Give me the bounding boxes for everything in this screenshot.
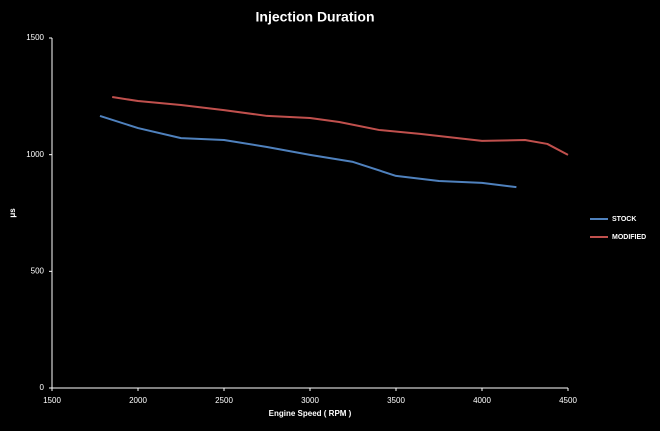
y-tick-label: 0 (40, 383, 45, 392)
x-tick-label: 1500 (43, 396, 61, 405)
x-tick-label: 4000 (473, 396, 491, 405)
x-tick-label: 3500 (387, 396, 405, 405)
series-line (112, 96, 569, 156)
x-tick-label: 4500 (559, 396, 577, 405)
x-tick-label: 2000 (129, 396, 147, 405)
legend-label: MODIFIED (612, 234, 646, 241)
series-line (99, 114, 517, 189)
legend-label: STOCK (612, 216, 636, 223)
y-tick-label: 1500 (26, 33, 44, 42)
y-tick-label: 500 (31, 266, 45, 275)
chart-title: Injection Duration (256, 9, 375, 25)
x-tick-label: 3000 (301, 396, 319, 405)
y-axis-label: μs (8, 208, 17, 218)
x-axis-label: Engine Speed ( RPM ) (269, 409, 352, 418)
x-tick-label: 2500 (215, 396, 233, 405)
y-tick-label: 1000 (26, 150, 44, 159)
